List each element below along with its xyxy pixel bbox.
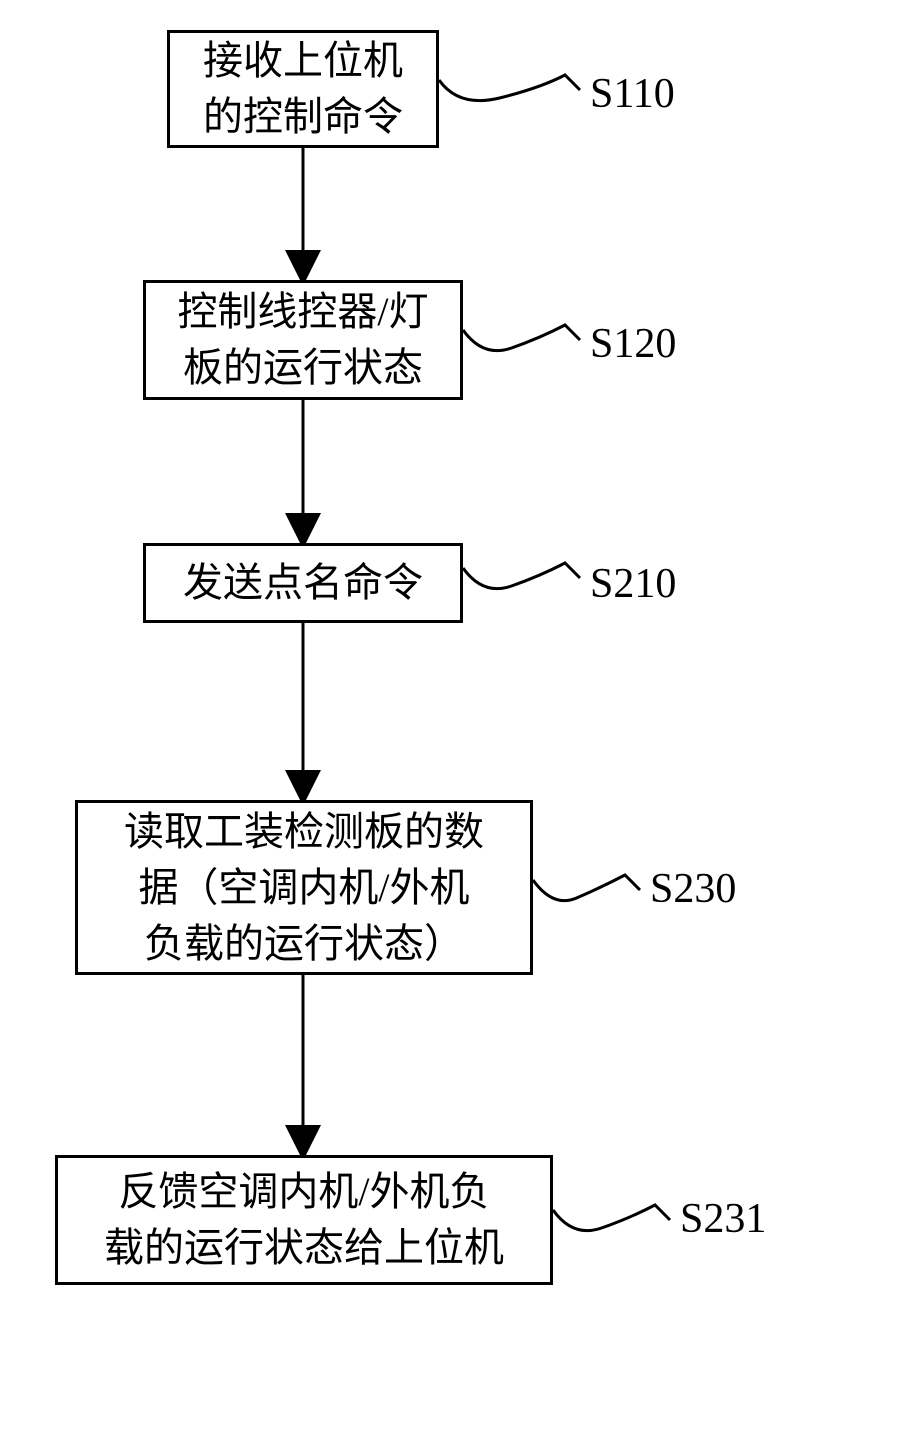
node-text-s120: 控制线控器/灯 板的运行状态 xyxy=(177,284,428,396)
node-text-s231: 反馈空调内机/外机负 载的运行状态给上位机 xyxy=(104,1164,504,1276)
flowchart-node-s210: 发送点名命令 xyxy=(143,543,463,623)
squiggles-group xyxy=(439,75,670,1231)
step-label-s110: S110 xyxy=(590,70,675,118)
node-text-s210: 发送点名命令 xyxy=(183,555,423,611)
squiggle-connector-0 xyxy=(439,75,580,101)
flowchart-node-s230: 读取工装检测板的数 据（空调内机/外机 负载的运行状态） xyxy=(75,800,533,975)
squiggle-connector-1 xyxy=(463,325,580,351)
squiggle-connector-3 xyxy=(533,875,640,901)
step-label-s231: S231 xyxy=(680,1195,766,1243)
flowchart-container: 接收上位机 的控制命令控制线控器/灯 板的运行状态发送点名命令读取工装检测板的数… xyxy=(0,0,914,1430)
flowchart-node-s110: 接收上位机 的控制命令 xyxy=(167,30,439,148)
squiggle-connector-4 xyxy=(553,1205,670,1231)
squiggle-connector-2 xyxy=(463,563,580,589)
step-label-s230: S230 xyxy=(650,865,736,913)
flowchart-node-s120: 控制线控器/灯 板的运行状态 xyxy=(143,280,463,400)
node-text-s230: 读取工装检测板的数 据（空调内机/外机 负载的运行状态） xyxy=(124,804,484,972)
flowchart-node-s231: 反馈空调内机/外机负 载的运行状态给上位机 xyxy=(55,1155,553,1285)
step-label-s210: S210 xyxy=(590,560,676,608)
node-text-s110: 接收上位机 的控制命令 xyxy=(203,33,403,145)
step-label-s120: S120 xyxy=(590,320,676,368)
